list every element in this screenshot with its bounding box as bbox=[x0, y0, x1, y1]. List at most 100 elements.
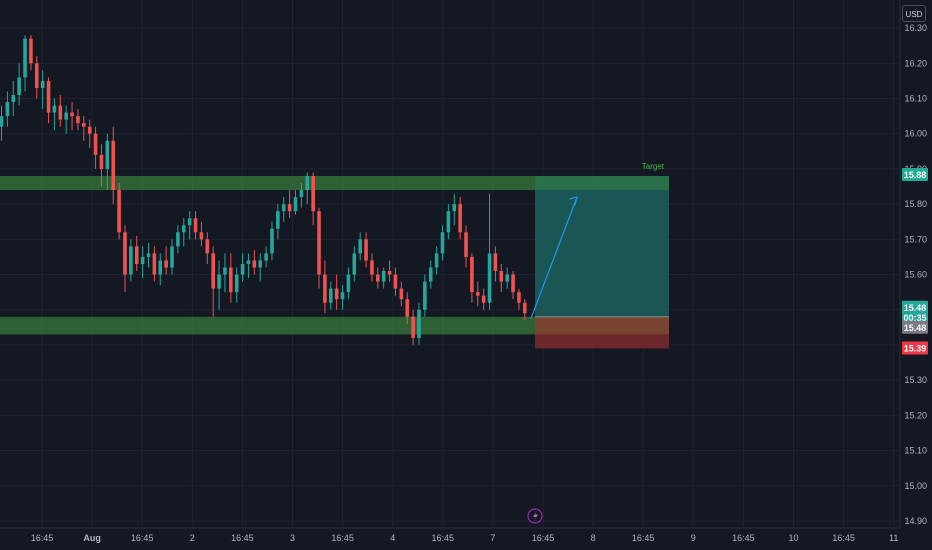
long-position-tool[interactable]: Target bbox=[535, 162, 669, 349]
zone-support bbox=[0, 316, 535, 335]
price-axis[interactable]: 16.3016.2016.1016.0015.9015.8015.7015.60… bbox=[904, 23, 927, 526]
candle-body bbox=[311, 175, 315, 212]
candle-body bbox=[176, 232, 180, 247]
candle-body bbox=[481, 295, 486, 303]
currency-button[interactable]: USD bbox=[902, 5, 926, 22]
time-tick-label: 7 bbox=[490, 533, 495, 543]
candle-body bbox=[205, 239, 210, 254]
candle-body bbox=[246, 260, 251, 264]
time-tick-label: 4 bbox=[390, 533, 395, 543]
candle-body bbox=[499, 271, 504, 282]
candle-body bbox=[264, 253, 268, 261]
time-tick-label: 16:45 bbox=[732, 533, 755, 543]
candle-body bbox=[105, 140, 110, 169]
price-tick-label: 15.10 bbox=[904, 446, 927, 456]
price-badge-label: 15.48 bbox=[904, 303, 927, 313]
candle-body bbox=[64, 112, 68, 120]
candle-body bbox=[317, 211, 321, 275]
candle-body bbox=[305, 175, 310, 191]
price-tick-label: 14.90 bbox=[904, 516, 927, 526]
candle-body bbox=[334, 288, 339, 300]
time-tick-label: 16:45 bbox=[131, 533, 154, 543]
time-axis[interactable]: 16:45 Aug 16:45 2 16:45 3 16:45 4 16:45 7 16:45 8 16… bbox=[31, 533, 899, 543]
candle-body bbox=[93, 133, 98, 155]
time-tick-label: 16:45 bbox=[331, 533, 354, 543]
candle-body bbox=[252, 260, 257, 268]
candle-body bbox=[181, 225, 186, 233]
time-tick-label: 10 bbox=[788, 533, 798, 543]
price-tick-label: 16.30 bbox=[904, 23, 927, 33]
candlestick-series bbox=[0, 35, 527, 345]
price-badge-label: 15.39 bbox=[904, 343, 927, 353]
candle-body bbox=[11, 95, 16, 103]
candle-body bbox=[170, 246, 174, 268]
candle-body bbox=[46, 80, 51, 113]
candle-body bbox=[152, 253, 157, 275]
candle-body bbox=[293, 197, 298, 212]
candle-body bbox=[393, 274, 398, 289]
zone-resistance bbox=[0, 175, 535, 191]
candle-body bbox=[487, 253, 492, 303]
zone-overlap-top bbox=[535, 175, 669, 191]
candle-body bbox=[270, 228, 274, 254]
candle-body bbox=[340, 292, 345, 300]
candle-body bbox=[234, 274, 239, 293]
candle-body bbox=[140, 256, 145, 264]
candle-body bbox=[187, 218, 192, 226]
candle-body bbox=[470, 256, 474, 293]
candle-body bbox=[505, 274, 509, 282]
candle-body bbox=[458, 204, 462, 233]
price-badge-label: 00:35 bbox=[903, 313, 926, 323]
arrow-head-icon bbox=[568, 196, 578, 206]
target-label: Target bbox=[642, 162, 665, 171]
candle-body bbox=[352, 253, 357, 275]
price-badge bbox=[902, 310, 928, 324]
candle-body bbox=[82, 123, 86, 127]
candle-body bbox=[29, 38, 33, 64]
loss-area bbox=[535, 316, 669, 349]
candle-body bbox=[346, 274, 351, 293]
candle-body bbox=[87, 126, 92, 134]
zone-overlap-bottom bbox=[535, 316, 669, 335]
time-tick-label: 16:45 bbox=[532, 533, 555, 543]
candle-body bbox=[428, 267, 433, 282]
candle-body bbox=[511, 274, 515, 293]
price-badge bbox=[902, 320, 928, 334]
candle-body bbox=[193, 218, 198, 233]
candle-body bbox=[517, 292, 521, 303]
candle-body bbox=[364, 239, 368, 261]
candle-body bbox=[464, 232, 468, 257]
price-tick-label: 16.10 bbox=[904, 94, 927, 104]
candle-body bbox=[164, 260, 168, 268]
candle-body bbox=[328, 288, 333, 303]
candle-body bbox=[129, 246, 133, 275]
candle-body bbox=[446, 211, 451, 233]
price-tick-label: 15.70 bbox=[904, 234, 927, 244]
candle-body bbox=[229, 267, 233, 293]
candle-body bbox=[399, 288, 404, 300]
lightning-event-icon bbox=[527, 508, 543, 524]
time-tick-label: 11 bbox=[889, 533, 898, 543]
time-tick-label: 16:45 bbox=[632, 533, 655, 543]
candle-body bbox=[5, 102, 10, 117]
candle-body bbox=[17, 77, 21, 96]
time-tick-label: Aug bbox=[83, 533, 101, 543]
price-badge-label: 15.88 bbox=[904, 170, 927, 180]
candle-body bbox=[199, 232, 204, 240]
price-badge bbox=[902, 167, 928, 181]
candle-body bbox=[76, 116, 80, 124]
profit-area bbox=[535, 175, 669, 317]
candle-body bbox=[281, 204, 286, 212]
candle-body bbox=[276, 211, 280, 229]
price-tick-label: 15.20 bbox=[904, 410, 927, 420]
candle-body bbox=[58, 105, 63, 120]
candle-body bbox=[40, 80, 45, 88]
candle-body bbox=[146, 253, 151, 257]
candle-body bbox=[405, 299, 410, 317]
price-badge bbox=[902, 341, 928, 355]
price-tick-label: 15.30 bbox=[904, 375, 927, 385]
price-tick-label: 16.00 bbox=[904, 129, 927, 139]
candle-body bbox=[23, 38, 27, 78]
